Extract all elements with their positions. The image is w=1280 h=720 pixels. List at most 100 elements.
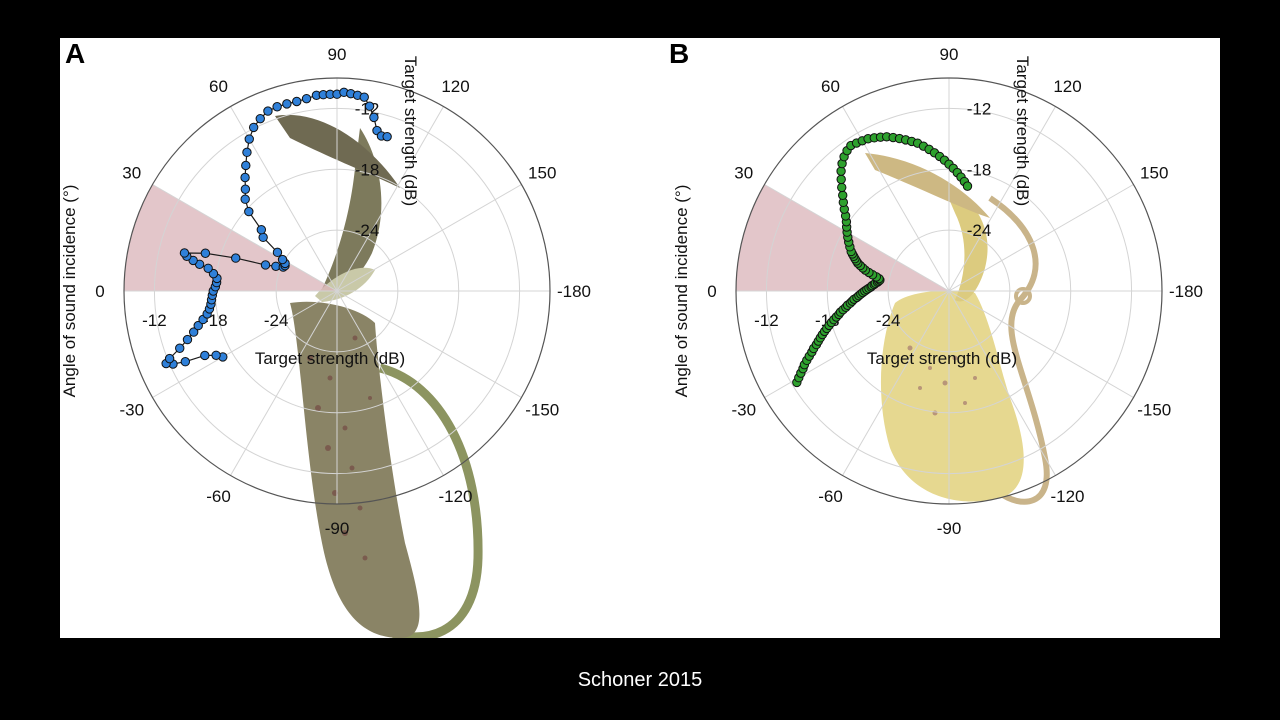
highlight-sector-a xyxy=(124,184,337,291)
radial-axis-label-horizontal-b: Target strength (dB) xyxy=(867,349,1017,368)
data-point-a xyxy=(282,99,292,109)
data-point-a xyxy=(301,93,312,104)
pitcher-a-tendril xyxy=(377,363,483,638)
angle-axis-label-b: Angle of sound incidence (°) xyxy=(672,185,691,398)
data-point-a xyxy=(260,260,271,270)
angular-gridline-a xyxy=(230,290,338,476)
data-point-b xyxy=(836,166,846,176)
data-point-a xyxy=(248,122,259,133)
pitcher-a-spots xyxy=(307,335,372,561)
outer-ring-a xyxy=(123,77,551,505)
radial-tick-label-vertical-a: -18 xyxy=(355,160,380,179)
data-point-a xyxy=(193,320,203,331)
data-point-b xyxy=(838,190,848,201)
polar-figure: 90120150-180-150-120-90-60-3003060-12-12… xyxy=(60,38,1203,638)
data-point-a xyxy=(263,106,273,116)
data-point-a xyxy=(241,160,251,171)
radial-gridline-b xyxy=(765,107,1133,475)
data-point-a xyxy=(231,253,241,263)
angular-gridline-a xyxy=(336,290,522,398)
data-point-a xyxy=(244,206,254,217)
radial-tick-label-vertical-b: -18 xyxy=(967,160,992,179)
angular-gridline-b xyxy=(764,184,950,292)
data-point-a xyxy=(364,101,375,111)
pitcher-b-body xyxy=(880,290,1024,502)
data-point-a xyxy=(256,225,267,235)
data-point-a xyxy=(179,248,190,258)
radial-tick-label-horizontal-b: -12 xyxy=(754,311,779,330)
data-point-a xyxy=(382,131,392,142)
data-point-a xyxy=(182,334,193,345)
angular-gridline-a xyxy=(336,184,522,292)
angle-tick-label-a: -90 xyxy=(325,519,350,538)
angle-axis-label-a: Angle of sound incidence (°) xyxy=(60,185,79,398)
radial-axis-label-vertical-b: Target strength (dB) xyxy=(1013,56,1032,206)
angle-tick-label-b: 150 xyxy=(1140,164,1168,183)
data-point-a xyxy=(292,96,302,107)
angle-tick-label-b: 60 xyxy=(821,77,840,96)
radial-tick-label-vertical-b: -12 xyxy=(967,99,992,118)
data-point-a xyxy=(180,357,191,367)
data-point-a xyxy=(211,350,221,360)
outer-ring-b xyxy=(735,77,1163,505)
data-point-a xyxy=(164,353,175,364)
angular-gridline-a xyxy=(152,290,338,398)
angle-tick-label-a: -30 xyxy=(119,401,144,420)
angular-gridline-b xyxy=(948,106,1056,292)
angular-gridline-b xyxy=(948,290,1134,398)
radial-tick-label-horizontal-a: -12 xyxy=(142,311,167,330)
angle-tick-label-a: 120 xyxy=(441,77,469,96)
angle-tick-label-b: -90 xyxy=(937,519,962,538)
data-point-b xyxy=(962,181,973,191)
angular-gridline-b xyxy=(948,290,1056,476)
angle-tick-label-a: -120 xyxy=(438,487,472,506)
angle-tick-label-a: 0 xyxy=(95,282,104,301)
pitcher-illustration-b xyxy=(865,153,1050,505)
panel-letter-b: B xyxy=(669,38,689,69)
angle-tick-label-b: 0 xyxy=(707,282,716,301)
angle-tick-label-b: 120 xyxy=(1053,77,1081,96)
data-point-a xyxy=(272,247,283,258)
angular-gridline-b xyxy=(948,184,1134,292)
angle-tick-label-b: -30 xyxy=(731,401,756,420)
data-point-a xyxy=(203,263,213,273)
angle-tick-label-a: 90 xyxy=(328,45,347,64)
pitcher-b-lid xyxy=(865,153,990,218)
radial-tick-label-horizontal-b: -24 xyxy=(876,311,901,330)
panel-letter-a: A xyxy=(65,38,85,69)
data-point-a xyxy=(240,194,250,204)
angular-gridline-a xyxy=(336,290,444,476)
figure-panel: 90120150-180-150-120-90-60-3003060-12-12… xyxy=(60,38,1220,638)
angle-tick-label-b: -180 xyxy=(1169,282,1203,301)
pitcher-a-body xyxy=(290,301,420,638)
angle-tick-label-b: 30 xyxy=(734,164,753,183)
slide-caption: Schoner 2015 xyxy=(577,669,703,691)
radial-axis-label-horizontal-a: Target strength (dB) xyxy=(255,349,405,368)
radial-gridline-a xyxy=(153,107,521,475)
data-point-a xyxy=(200,248,211,258)
data-point-a xyxy=(369,112,379,123)
data-point-a xyxy=(244,134,254,144)
data-point-a xyxy=(240,184,251,194)
pitcher-b-neck xyxy=(940,178,988,302)
angle-tick-label-a: -180 xyxy=(557,282,591,301)
data-point-a xyxy=(258,232,268,243)
angle-tick-label-a: -60 xyxy=(206,487,231,506)
data-point-a xyxy=(277,254,288,265)
radial-axis-label-vertical-a: Target strength (dB) xyxy=(401,56,420,206)
angle-tick-label-a: 150 xyxy=(528,164,556,183)
pitcher-b-tendril xyxy=(988,195,1050,505)
angular-gridline-a xyxy=(152,184,338,292)
angle-tick-label-a: 30 xyxy=(122,164,141,183)
pitcher-illustration-a xyxy=(275,114,483,638)
angle-tick-label-b: -60 xyxy=(818,487,843,506)
data-point-a xyxy=(200,350,210,361)
angle-tick-label-b: -150 xyxy=(1137,401,1171,420)
data-point-a xyxy=(359,92,369,102)
radial-tick-label-horizontal-a: -24 xyxy=(264,311,289,330)
data-point-a xyxy=(255,113,265,124)
pitcher-a-peristome xyxy=(315,267,375,302)
data-point-b xyxy=(837,182,847,193)
polar-plot-a: 90120150-180-150-120-90-60-3003060-12-12… xyxy=(60,38,591,538)
data-point-a xyxy=(240,172,250,183)
